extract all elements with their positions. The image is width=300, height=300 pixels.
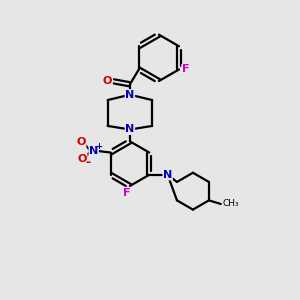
Text: N: N xyxy=(89,146,98,156)
Text: N: N xyxy=(163,170,172,180)
Text: N: N xyxy=(125,90,134,100)
Text: -: - xyxy=(85,156,90,169)
Text: O: O xyxy=(103,76,112,86)
Text: F: F xyxy=(123,188,130,198)
Text: N: N xyxy=(125,124,134,134)
Text: +: + xyxy=(95,142,103,151)
Text: O: O xyxy=(78,154,87,164)
Text: O: O xyxy=(76,137,86,147)
Text: CH₃: CH₃ xyxy=(223,200,239,208)
Text: F: F xyxy=(182,64,189,74)
